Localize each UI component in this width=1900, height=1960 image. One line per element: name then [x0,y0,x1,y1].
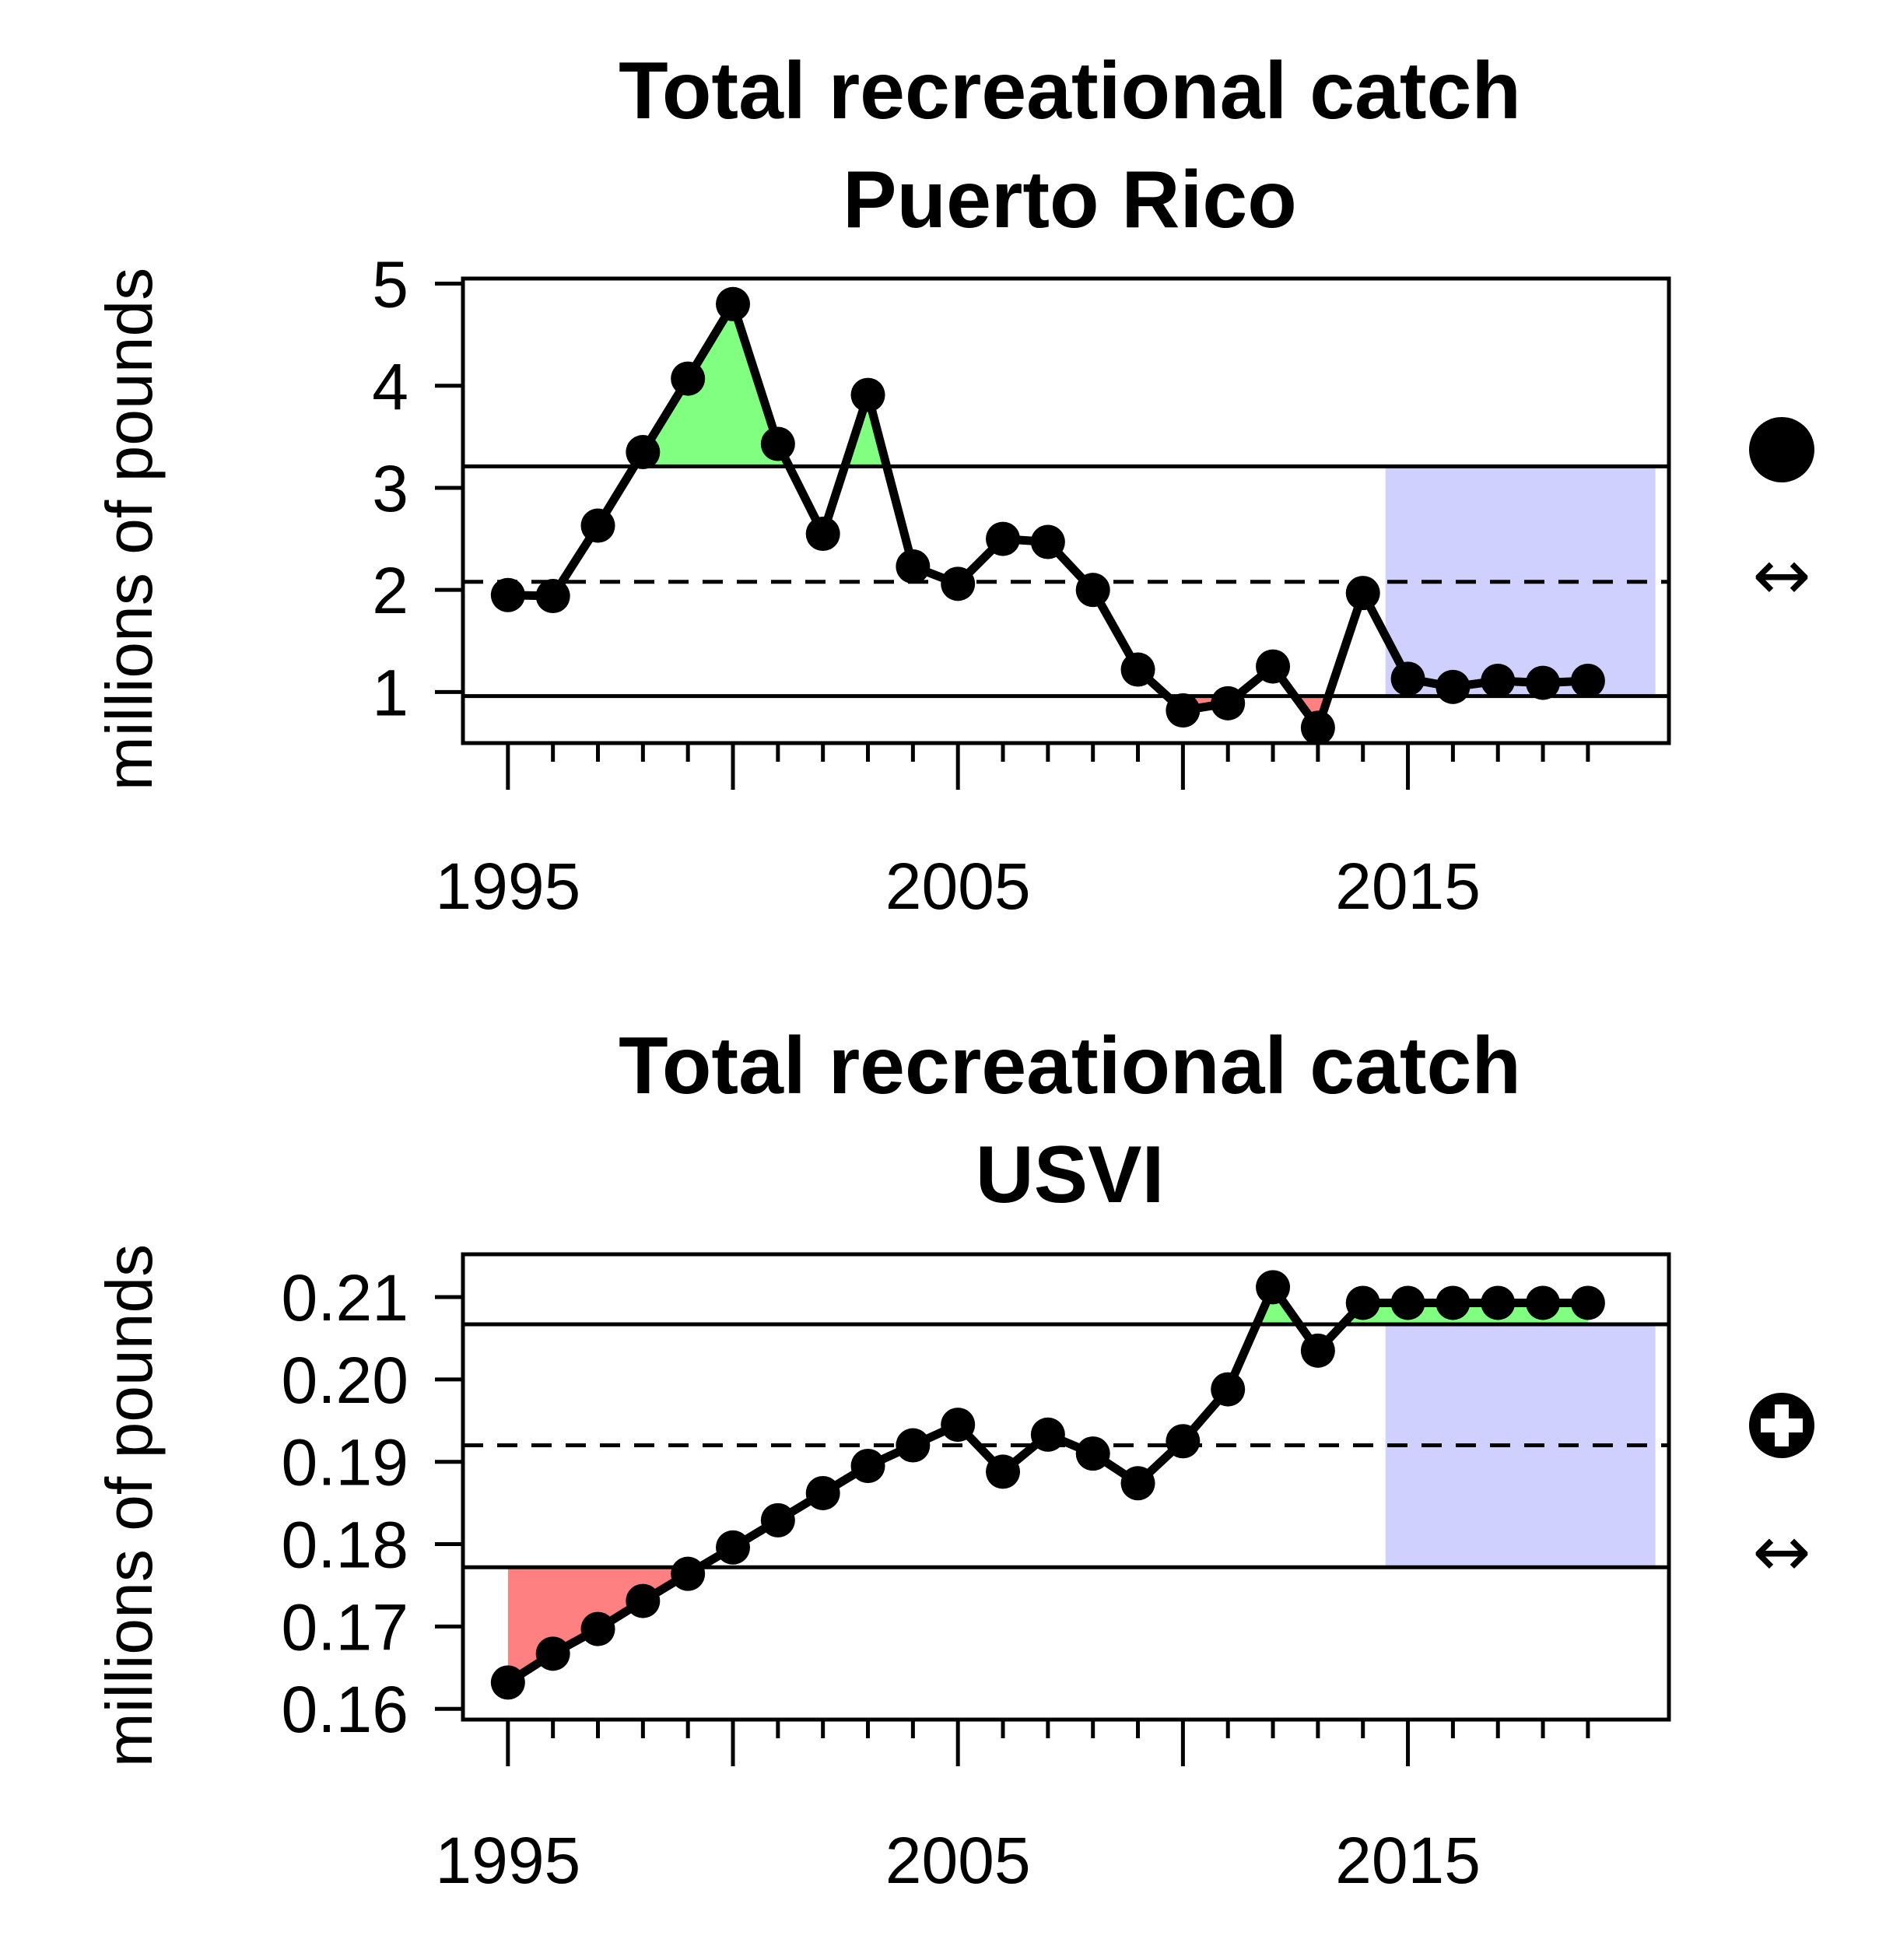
y-tick-label: 1 [372,656,408,729]
data-point [671,1556,706,1591]
above-sd-fill [634,303,790,467]
data-point [805,517,840,552]
data-point [490,577,525,612]
y-axis-label: millions of pounds [93,1244,166,1767]
data-point [535,579,570,614]
data-point [490,1665,525,1700]
data-point [1345,576,1380,611]
x-tick-label: 2005 [885,1824,1031,1897]
data-point [941,566,976,601]
data-point [941,1408,976,1443]
panel-puerto-rico: Total recreational catch Puerto Rico mil… [93,46,1814,923]
tick-labels: 1995 2005 2015 1 2 3 4 5 [372,248,1481,923]
y-tick-label: 0.17 [282,1590,409,1664]
data-point [716,286,751,321]
data-point [626,1583,661,1618]
data-point [1345,1285,1380,1320]
data-point [850,377,885,412]
chart-title: Total recreational catch [619,46,1521,136]
reference-lines [463,1322,1669,1569]
data-point [1436,669,1471,704]
data-point [580,508,615,543]
data-point [1075,573,1110,608]
data-point [580,1611,615,1646]
data-series [490,286,1605,745]
trend-arrow-icon: ↔ [1752,535,1811,616]
chart-title: Total recreational catch [619,1021,1521,1111]
data-point [1390,1285,1425,1320]
data-point [1570,1285,1605,1320]
data-point [850,1449,885,1484]
data-point [1211,685,1246,721]
y-tick-label: 0.19 [282,1426,409,1499]
y-tick-label: 0.16 [282,1673,409,1746]
y-tick-label: 4 [372,350,408,423]
data-point [671,361,706,396]
data-point [1300,1333,1335,1368]
filled-circle-icon [1749,417,1814,482]
data-point [986,521,1021,556]
data-point [1166,693,1201,728]
x-tick-label: 2015 [1335,850,1481,923]
data-point [986,1454,1021,1489]
data-point [896,549,931,584]
y-tick-label: 0.18 [282,1509,409,1582]
plot-frame [461,1252,1671,1722]
panel-usvi: Total recreational catch USVI millions o… [93,1021,1814,1897]
data-point [1300,710,1335,745]
data-point [1390,661,1425,696]
plot-frame [461,276,1671,745]
data-point [1481,1285,1516,1320]
x-tick-label: 2005 [885,850,1031,923]
data-point [1481,663,1516,698]
data-point [1256,649,1291,684]
data-point [716,1530,751,1565]
data-point [1120,652,1155,687]
data-point [1436,1285,1471,1320]
y-axis-label: millions of pounds [93,268,166,791]
data-series [490,1270,1605,1700]
data-point [1166,1424,1201,1459]
data-point [1030,1417,1065,1452]
axes [435,1252,1671,1766]
x-tick-label: 1995 [435,850,580,923]
axes [435,276,1671,790]
trend-arrow-icon: ↔ [1752,1511,1811,1593]
reference-lines [463,464,1669,699]
data-point [1030,524,1065,559]
chart-subtitle: USVI [976,1130,1165,1220]
data-point [1526,1285,1561,1320]
x-tick-label: 1995 [435,1824,580,1897]
data-point [1075,1436,1110,1471]
data-point [760,426,795,461]
chart-subtitle: Puerto Rico [843,155,1297,245]
y-tick-label: 0.21 [282,1261,409,1334]
data-point [1120,1466,1155,1501]
data-point [1526,665,1561,700]
above-sd-fill [844,394,887,467]
data-point [760,1502,795,1537]
data-point [1211,1372,1246,1407]
y-tick-label: 2 [372,554,408,627]
data-point [896,1428,931,1463]
y-tick-label: 3 [372,452,408,525]
y-tick-label: 0.20 [282,1344,409,1417]
data-point [1570,663,1605,698]
circle-plus-icon [1749,1393,1814,1458]
deviation-fills [634,303,1329,728]
y-tick-label: 5 [372,248,408,321]
data-point [1256,1270,1291,1305]
data-point [535,1636,570,1671]
x-tick-label: 2015 [1335,1824,1481,1897]
data-point [805,1475,840,1510]
tick-labels: 1995 2005 2015 0.16 0.17 0.18 0.19 0.20 … [282,1261,1481,1897]
data-point [626,435,661,470]
